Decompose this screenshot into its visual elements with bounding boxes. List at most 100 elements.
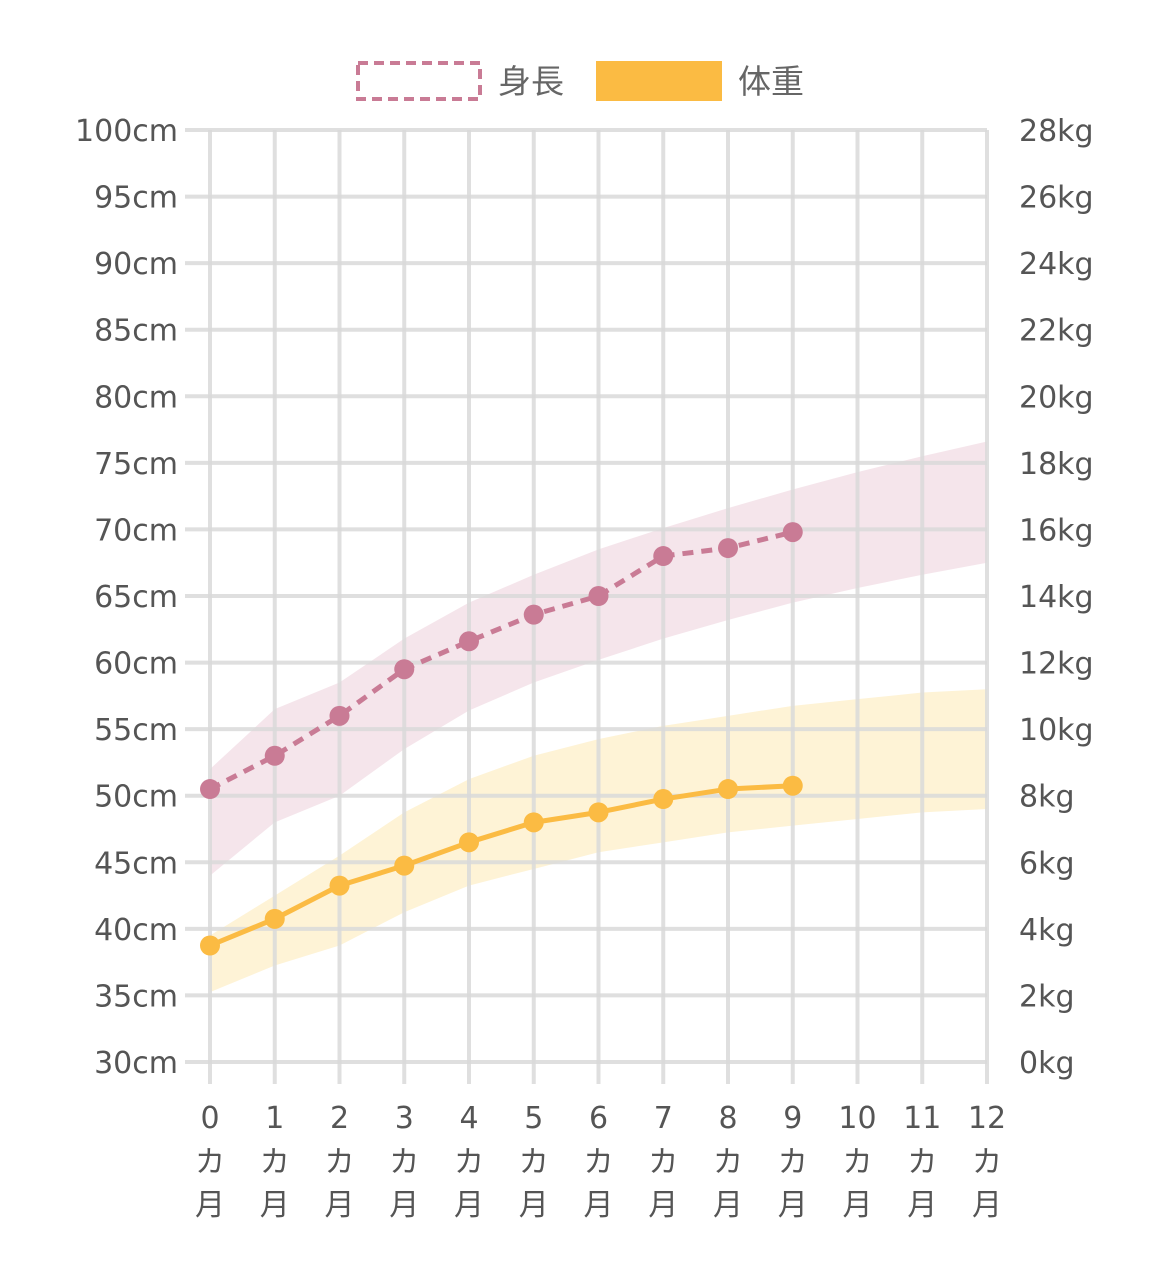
right-tick-label: 12kg (1019, 647, 1094, 682)
x-tick-unit-label: カ (648, 1145, 678, 1180)
x-tick-unit-label: 月 (843, 1188, 873, 1223)
right-tick-label: 18kg (1019, 447, 1094, 482)
data-point-1-9 (782, 775, 803, 796)
left-tick-label: 50cm (94, 780, 178, 815)
left-tick-label: 40cm (94, 913, 178, 948)
x-tick-label: 1 (265, 1101, 284, 1136)
left-tick-label: 45cm (94, 846, 178, 881)
data-point-0-6 (588, 586, 609, 606)
right-tick-label: 6kg (1019, 846, 1075, 881)
x-tick-unit-label: カ (584, 1145, 614, 1180)
right-tick-label: 28kg (1019, 114, 1094, 149)
legend-swatch-weight (596, 61, 722, 101)
data-point-0-9 (782, 522, 803, 543)
left-tick-label: 30cm (94, 1046, 178, 1081)
x-tick-label: 12 (968, 1101, 1006, 1136)
legend-label-height: 身長 (498, 62, 564, 101)
x-tick-label: 2 (330, 1101, 349, 1136)
x-tick-unit-label: カ (325, 1145, 355, 1180)
x-tick-unit-label: 月 (260, 1188, 290, 1223)
left-tick-label: 65cm (94, 580, 178, 615)
left-tick-label: 75cm (94, 447, 178, 482)
data-point-1-0 (200, 935, 220, 956)
x-tick-unit-label: カ (454, 1145, 484, 1180)
x-tick-label: 0 (200, 1101, 219, 1136)
right-axis-ticks: 0kg 2kg 4kg 6kg 8kg 10kg 12kg 14kg 16kg 18kg 20kg 2… (1019, 114, 1094, 1081)
data-point-0-8 (718, 538, 738, 559)
left-axis-ticks: 30cm 35cm 40cm 45cm 50cm 55cm 60cm 65cm 70cm 75cm… (75, 114, 178, 1081)
legend-label-weight: 体重 (738, 62, 804, 101)
data-point-0-2 (329, 705, 350, 726)
series-line-1 (209, 783, 793, 948)
x-tick-unit-label: カ (195, 1145, 225, 1180)
x-tick-unit-label: カ (778, 1145, 808, 1180)
x-tick-label: 4 (459, 1101, 478, 1136)
left-tick-label: 35cm (94, 979, 178, 1014)
right-tick-label: 24kg (1019, 247, 1094, 282)
x-tick-unit-label: 月 (195, 1188, 225, 1223)
left-tick-label: 90cm (94, 247, 178, 282)
left-tick-label: 55cm (94, 713, 178, 748)
series-layer (200, 522, 803, 956)
data-point-1-5 (523, 812, 544, 833)
x-tick-label: 3 (395, 1101, 414, 1136)
data-point-0-4 (459, 631, 479, 652)
x-tick-unit-label: カ (519, 1145, 549, 1180)
data-point-1-8 (718, 779, 738, 800)
right-tick-label: 4kg (1019, 913, 1075, 948)
x-tick-unit-label: カ (389, 1145, 419, 1180)
x-tick-label: 8 (718, 1101, 737, 1136)
x-tick-unit-label: カ (713, 1145, 743, 1180)
data-point-1-7 (653, 789, 674, 810)
x-tick-unit-label: 月 (972, 1188, 1002, 1223)
grid (185, 128, 989, 1084)
right-tick-label: 2kg (1019, 979, 1075, 1014)
left-tick-label: 60cm (94, 647, 178, 682)
x-tick-unit-label: 月 (519, 1188, 549, 1223)
data-point-1-4 (459, 832, 479, 853)
right-tick-label: 26kg (1019, 181, 1094, 216)
data-point-0-0 (200, 779, 220, 800)
data-point-0-5 (523, 604, 544, 625)
right-tick-label: 0kg (1019, 1046, 1075, 1081)
legend-item-height[interactable]: 身長 (356, 61, 564, 101)
right-tick-label: 14kg (1019, 580, 1094, 615)
legend-item-weight[interactable]: 体重 (596, 61, 804, 101)
x-tick-unit-label: 月 (584, 1188, 614, 1223)
x-tick-label: 7 (654, 1101, 673, 1136)
x-tick-unit-label: 月 (648, 1188, 678, 1223)
left-tick-label: 70cm (94, 513, 178, 548)
x-tick-label: 11 (903, 1101, 941, 1136)
left-tick-label: 80cm (94, 380, 178, 415)
x-tick-unit-label: カ (907, 1145, 937, 1180)
x-tick-unit-label: カ (260, 1145, 290, 1180)
x-tick-unit-label: 月 (389, 1188, 419, 1223)
x-tick-unit-label: 月 (713, 1188, 743, 1223)
data-point-1-3 (394, 855, 415, 876)
left-tick-label: 85cm (94, 314, 178, 349)
data-point-0-7 (653, 546, 674, 567)
data-point-1-1 (264, 908, 285, 929)
x-tick-label: 10 (838, 1101, 876, 1136)
x-axis-ticks: 0 カ月 1 カ月 2 カ月 3 カ月 4 カ月 5 カ月 6 カ月 7 カ月 8 カ月 9 カ月 10 カ月 11 カ月 12… (195, 1101, 1006, 1223)
x-tick-label: 6 (589, 1101, 608, 1136)
left-tick-label: 100cm (75, 114, 178, 149)
data-point-0-3 (394, 659, 415, 680)
data-point-1-6 (588, 802, 609, 823)
x-tick-unit-label: 月 (778, 1188, 808, 1223)
right-tick-label: 10kg (1019, 713, 1094, 748)
x-tick-label: 9 (783, 1101, 802, 1136)
right-tick-label: 22kg (1019, 314, 1094, 349)
x-tick-label: 5 (524, 1101, 543, 1136)
x-tick-unit-label: カ (843, 1145, 873, 1180)
legend-swatch-height (356, 61, 482, 101)
x-tick-unit-label: 月 (325, 1188, 355, 1223)
x-tick-unit-label: カ (972, 1145, 1002, 1180)
data-point-0-1 (264, 745, 285, 766)
right-tick-label: 8kg (1019, 780, 1075, 815)
x-tick-unit-label: 月 (907, 1188, 937, 1223)
right-tick-label: 20kg (1019, 380, 1094, 415)
legend: 身長 体重 (356, 61, 804, 101)
right-tick-label: 16kg (1019, 513, 1094, 548)
